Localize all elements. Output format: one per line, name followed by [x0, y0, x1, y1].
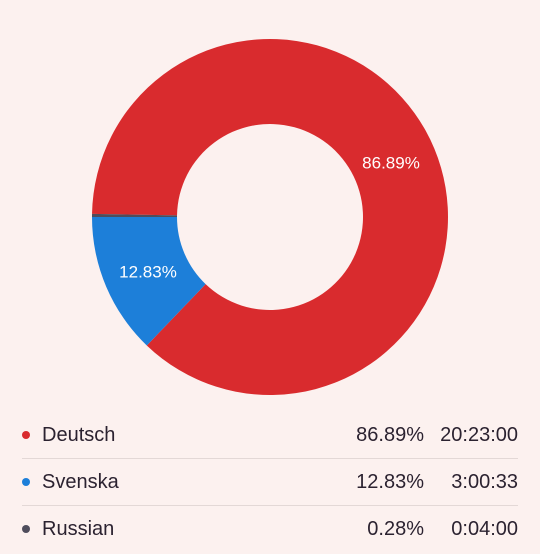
donut-slice-deutsch[interactable]: [92, 39, 449, 395]
legend-percent: 12.83%: [356, 470, 424, 493]
legend-label: Deutsch: [42, 423, 116, 446]
legend-time: 20:23:00: [440, 423, 518, 446]
legend-row-svenska[interactable]: Svenska 12.83% 3:00:33: [22, 458, 518, 505]
legend-percent: 0.28%: [367, 517, 424, 540]
donut-slice-svenska[interactable]: [92, 217, 206, 346]
legend-dot-russian: [22, 525, 30, 533]
legend-time: 3:00:33: [451, 470, 518, 493]
legend: Deutsch 86.89% 20:23:00 Svenska 12.83% 3…: [22, 412, 518, 552]
legend-percent: 86.89%: [356, 423, 424, 446]
legend-dot-deutsch: [22, 431, 30, 439]
legend-row-deutsch[interactable]: Deutsch 86.89% 20:23:00: [22, 412, 518, 458]
donut-slice-russian[interactable]: [92, 213, 178, 217]
legend-time: 0:04:00: [451, 517, 518, 540]
legend-row-russian[interactable]: Russian 0.28% 0:04:00: [22, 505, 518, 552]
slice-label-deutsch: 86.89%: [362, 153, 420, 172]
legend-dot-svenska: [22, 478, 30, 486]
legend-label: Svenska: [42, 470, 119, 493]
slice-label-svenska: 12.83%: [119, 262, 177, 281]
donut-chart-svg: 86.89% 12.83%: [92, 39, 449, 395]
donut-chart: 86.89% 12.83%: [92, 39, 449, 395]
legend-label: Russian: [42, 517, 115, 540]
